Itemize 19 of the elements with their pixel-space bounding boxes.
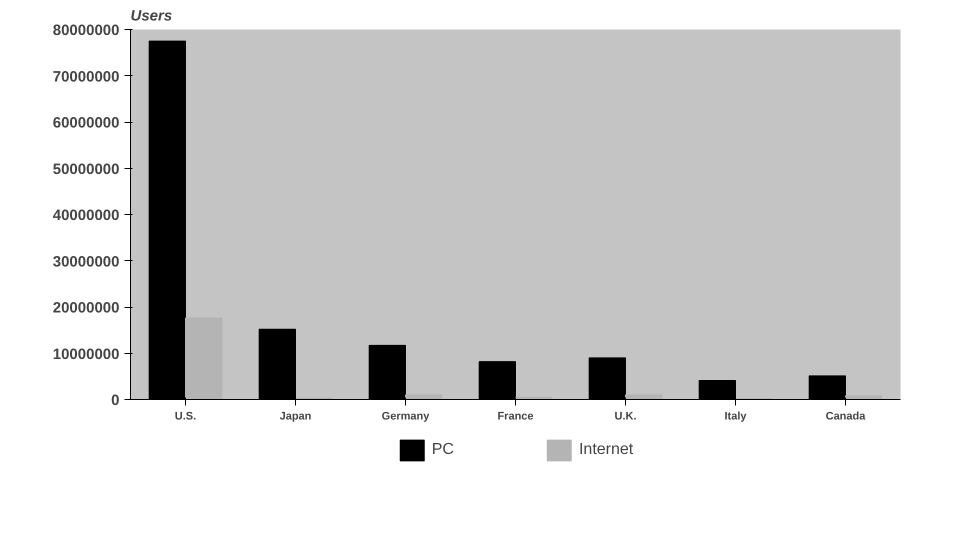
legend-label: PC [432, 441, 454, 459]
x-tick-label: France [497, 410, 534, 422]
legend-label: Internet [578, 441, 634, 459]
y-tick-label: 80000000 [52, 22, 120, 39]
x-tick-label: Canada [826, 410, 866, 422]
y-tick-label: 10000000 [52, 346, 120, 363]
y-tick-label: 50000000 [52, 160, 120, 178]
y-tick-label: 20000000 [52, 300, 120, 316]
y-tick-label: 40000000 [52, 207, 120, 224]
x-tick-label: U.S. [174, 410, 196, 422]
y-tick-label: 70000000 [52, 68, 120, 86]
x-tick-label: Italy [724, 410, 748, 422]
x-tick-label: Germany [382, 410, 430, 422]
x-tick-label: U.K. [614, 410, 636, 422]
y-tick-label: 0 [111, 392, 120, 409]
y-tick-label: 30000000 [52, 253, 120, 270]
y-axis-title: Users [130, 8, 172, 24]
y-tick-label: 60000000 [52, 114, 120, 132]
x-tick-label: Japan [280, 410, 312, 422]
